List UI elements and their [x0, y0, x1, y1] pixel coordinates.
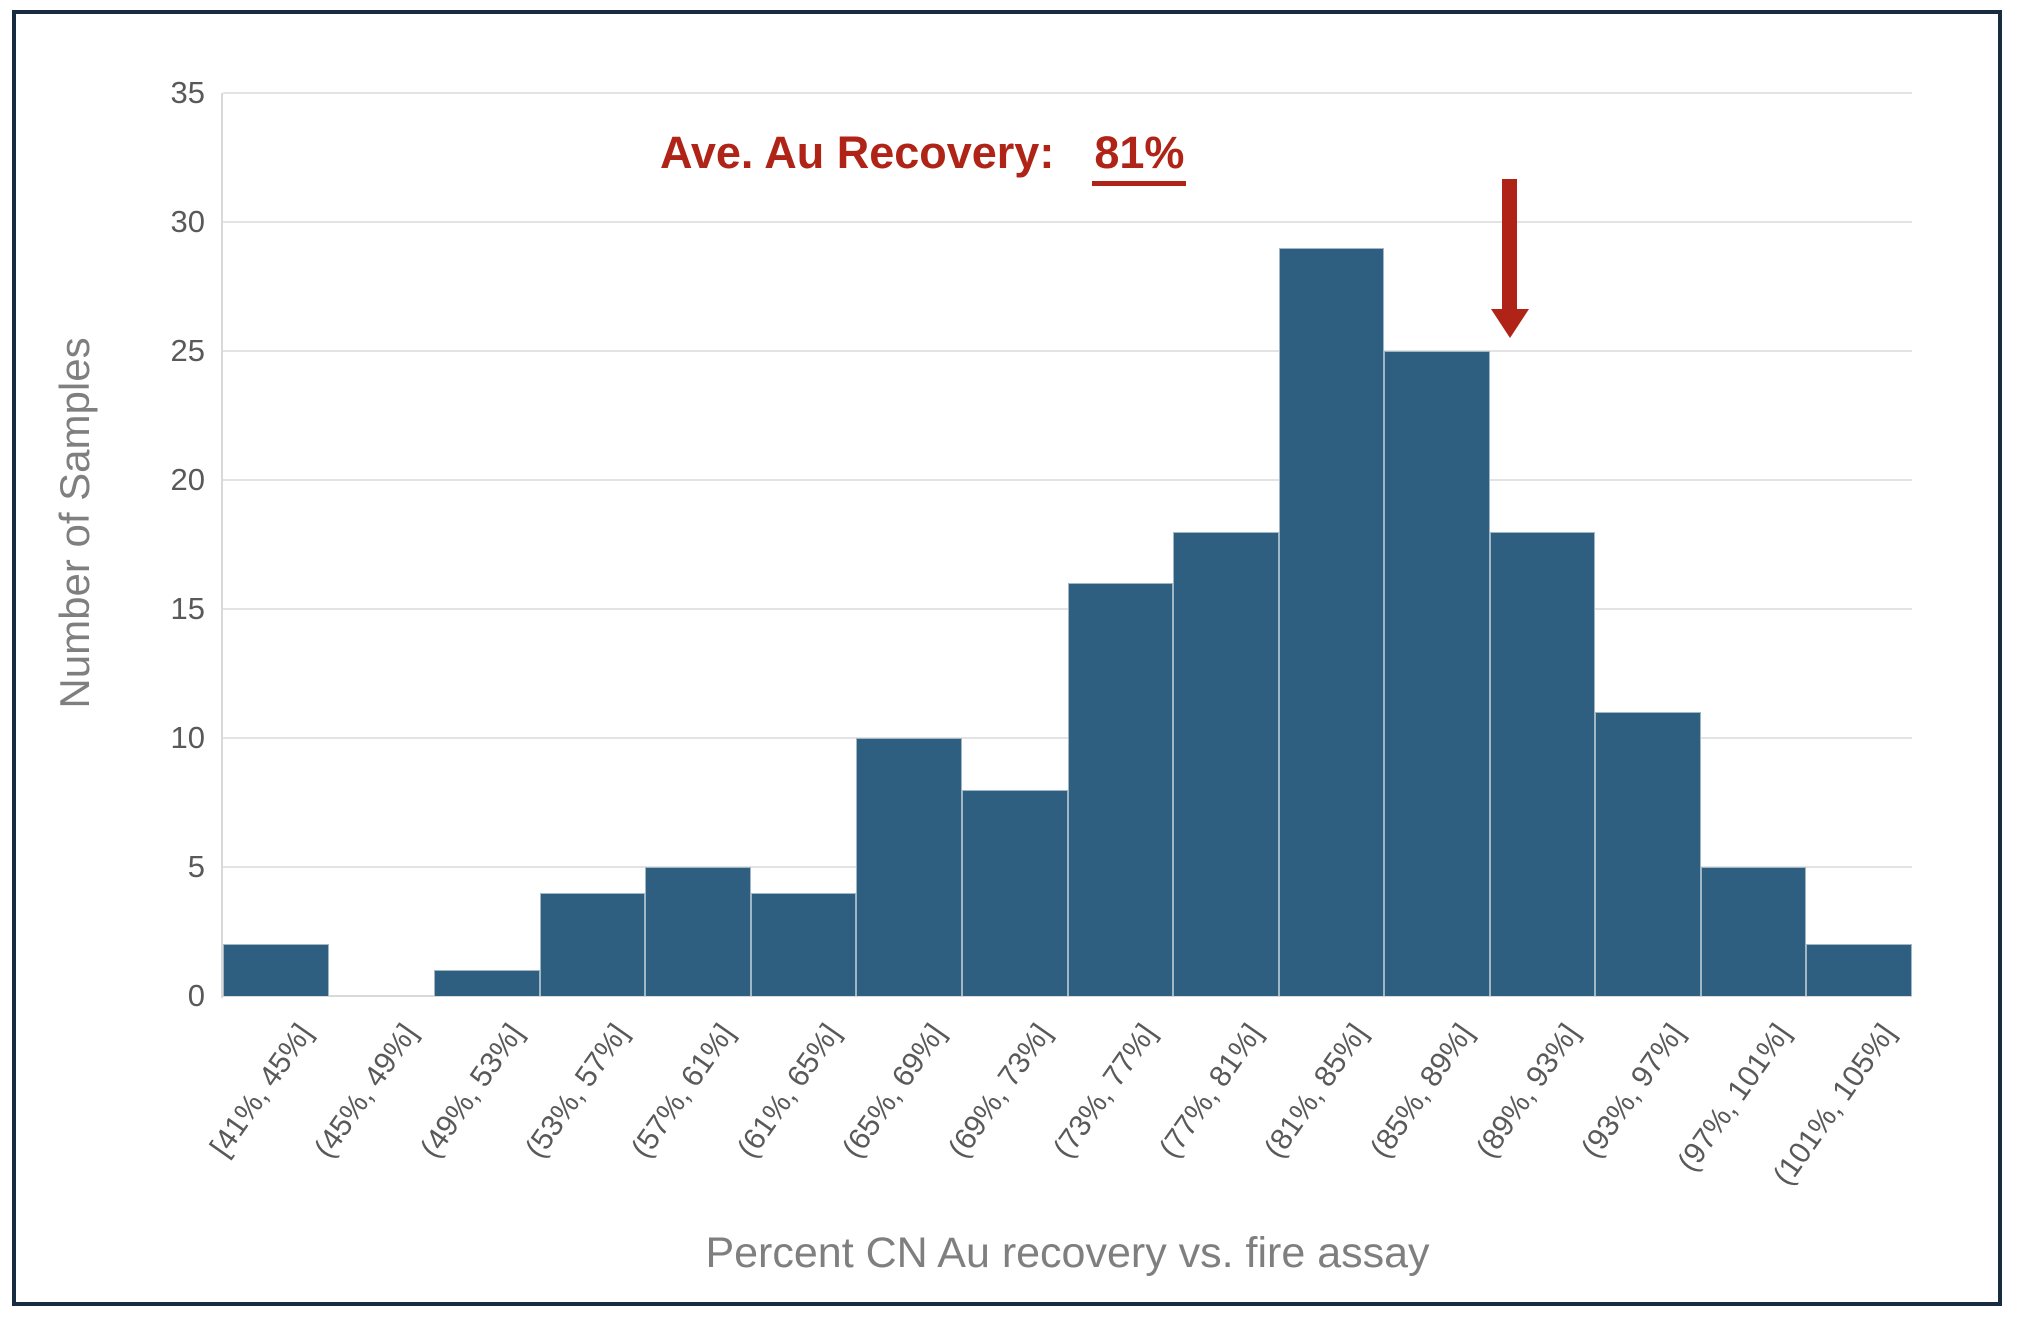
y-tick-label: 20	[170, 462, 205, 497]
histogram-bar	[1067, 583, 1174, 996]
y-tick-label: 15	[170, 591, 205, 626]
histogram-bar	[1489, 531, 1596, 996]
average-marker-arrow-head-icon	[1491, 309, 1529, 338]
average-marker-arrow-shaft	[1502, 179, 1517, 309]
y-tick-label: 25	[170, 333, 205, 368]
histogram-bar	[1700, 867, 1807, 996]
histogram-bar	[1278, 247, 1385, 996]
average-recovery-annotation: Ave. Au Recovery: 81%	[660, 127, 1187, 186]
histogram-bar	[223, 944, 329, 996]
y-axis-line	[221, 93, 223, 998]
y-tick-label: 5	[187, 849, 205, 884]
gridline	[223, 995, 1912, 997]
histogram-bar	[645, 867, 751, 996]
y-tick-label: 0	[187, 978, 205, 1013]
chart-frame	[12, 10, 2002, 1306]
histogram-bar	[750, 892, 857, 996]
y-tick-label: 35	[170, 75, 205, 110]
histogram-bar	[1595, 712, 1701, 996]
histogram-bar	[856, 738, 962, 996]
histogram-bar	[1806, 944, 1912, 996]
histogram-bar	[1384, 351, 1490, 996]
average-recovery-label: Ave. Au Recovery:	[660, 127, 1055, 178]
plot-area	[223, 92, 1912, 997]
gridline	[223, 92, 1912, 94]
histogram-bar	[539, 892, 646, 996]
histogram-bar	[434, 970, 540, 996]
gridline	[223, 479, 1912, 481]
gridline	[223, 221, 1912, 223]
x-axis-title: Percent CN Au recovery vs. fire assay	[705, 1229, 1430, 1277]
histogram-bar	[1173, 531, 1279, 996]
histogram-bar	[961, 789, 1068, 996]
gridline	[223, 350, 1912, 352]
y-tick-label: 10	[170, 720, 205, 755]
average-recovery-value: 81%	[1092, 128, 1187, 186]
y-tick-label: 30	[170, 204, 205, 239]
